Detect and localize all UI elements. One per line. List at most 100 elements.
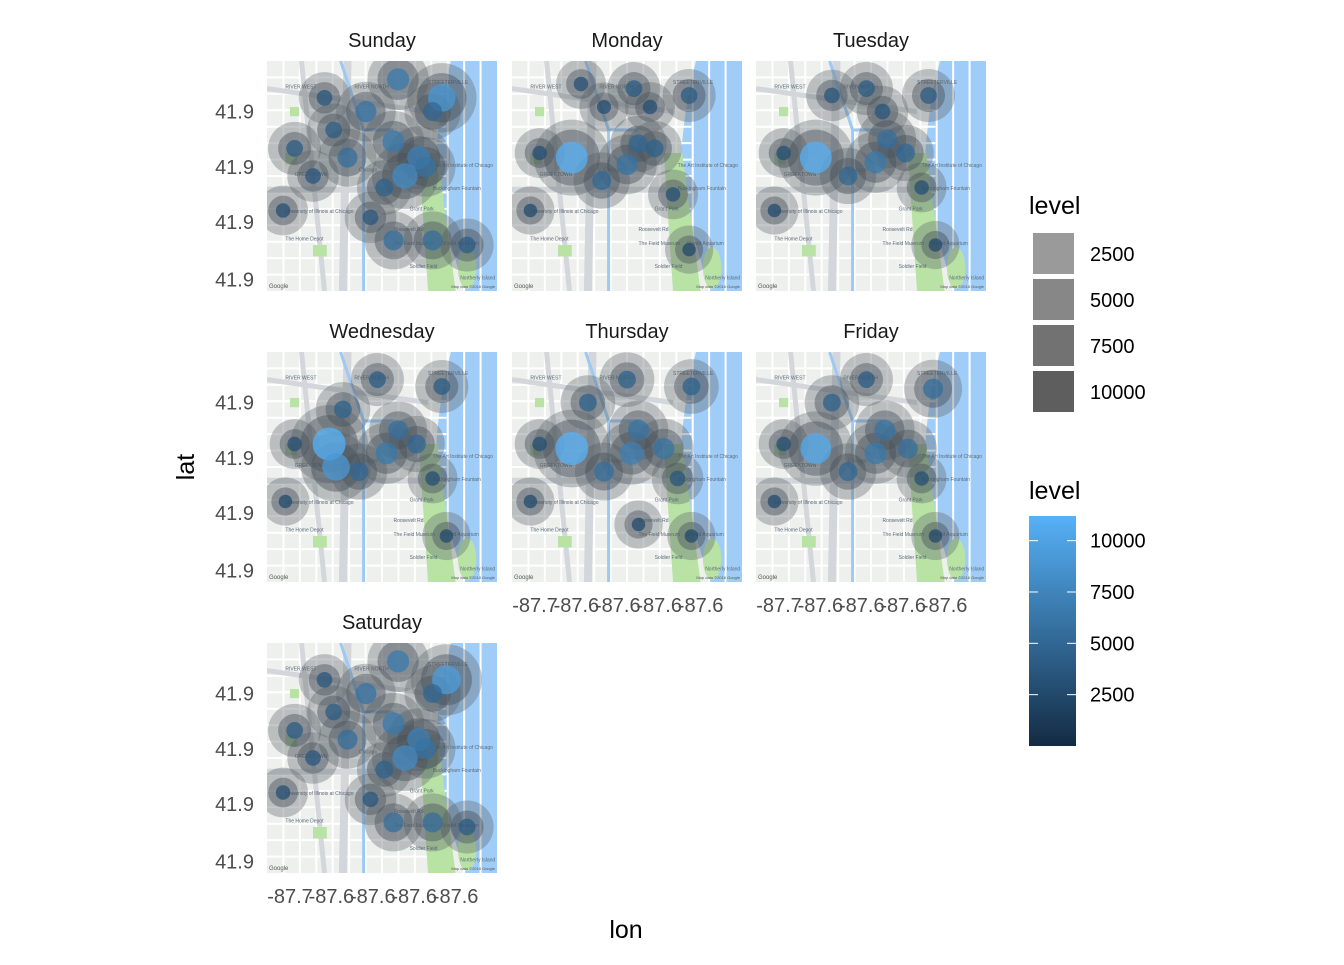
density-peak (407, 434, 426, 454)
map-attribution-right: Map data ©2018 Google (696, 575, 740, 580)
map-park (290, 398, 300, 408)
density-peak (800, 433, 832, 465)
x-tick-label: -87.6 (880, 595, 926, 617)
map-label: Soldier Field (899, 264, 927, 270)
map-label: The Home Depot (530, 527, 569, 533)
map-label: Roosevelt Rd (639, 518, 669, 524)
map-label: Grant Park (899, 207, 924, 213)
density-peak (322, 453, 350, 481)
map-attribution-left: Google (269, 284, 289, 290)
y-tick-label: 41.9 (215, 561, 254, 583)
map-label: STREETERVILLE (673, 80, 714, 86)
density-peak (616, 153, 638, 176)
map-label: Soldier Field (410, 846, 438, 852)
map-label: Northerly Island (460, 276, 495, 282)
facet-label-thursday: Thursday (585, 321, 668, 343)
map-label: The Field Museum (394, 241, 435, 247)
map-label: Buckingham Fountain (433, 477, 482, 483)
density-peak (928, 529, 943, 543)
x-tick-label: -87.6 (350, 886, 396, 908)
y-tick-label: 41.9 (215, 739, 254, 761)
density-peak (914, 471, 929, 486)
map-attribution-left: Google (269, 575, 289, 581)
map-label: GREEKTOWN (295, 463, 328, 469)
map-attribution-right: Map data ©2018 Google (940, 575, 984, 580)
x-tick-label: -87.6 (309, 886, 355, 908)
x-tick-label: -87.7 (512, 595, 558, 617)
map-label: STREETERVILLE (917, 371, 958, 377)
density-peak (767, 494, 782, 509)
density-peak (415, 738, 437, 760)
map-label: STREETERVILLE (673, 371, 714, 377)
map-label: STREETERVILLE (428, 662, 469, 668)
map-label: Buckingham Fountain (922, 477, 971, 483)
map-label: The Field Museum (394, 823, 435, 829)
density-peak (278, 494, 293, 509)
map-label: GREEKTOWN (784, 463, 817, 469)
facet-label-monday: Monday (591, 30, 662, 52)
map-highway (512, 377, 674, 406)
map-label: Chicago (848, 458, 867, 464)
density-peak (286, 140, 303, 157)
map-label: Northerly Island (949, 276, 984, 282)
map-label: Soldier Field (655, 555, 683, 561)
map-lake (681, 352, 742, 582)
density-peak (914, 180, 929, 195)
density-peak (625, 80, 643, 97)
map-river (828, 352, 883, 582)
density-peak (369, 371, 386, 388)
density-peak (767, 203, 782, 218)
density-peak (337, 729, 358, 750)
density-peak (392, 163, 418, 189)
map-park (285, 153, 297, 165)
map-label: The Field Museum (639, 532, 680, 538)
x-tick-label: -87.6 (839, 595, 885, 617)
map-label: Grant Park (899, 498, 924, 504)
density-peak (383, 812, 404, 833)
density-peak (423, 684, 443, 704)
y-axis-title: lat (172, 454, 200, 480)
density-peak (415, 156, 437, 178)
x-tick-label: -87.6 (433, 886, 479, 908)
map-label: Grant Park (655, 498, 680, 504)
density-peak (337, 147, 358, 168)
density-peak (682, 242, 696, 257)
map-label: RIVER WEST (285, 85, 316, 91)
map-label: University of Illinois at Chicago (774, 500, 842, 506)
facet-panel-thursday: Thursday RIVER WEST RIVER NORTH STREETERVIL… (512, 321, 742, 582)
map-label: The Field Museum (394, 532, 435, 538)
map-label: University of Illinois at Chicago (285, 209, 353, 215)
map-label: The Art Institute of Chicago (433, 454, 494, 460)
map-label: Chicago (359, 167, 378, 173)
density-peak (665, 187, 681, 202)
map-label: Buckingham Fountain (678, 477, 727, 483)
map-label: Shedd Aquarium (442, 532, 479, 538)
density-peak (383, 230, 404, 251)
density-peak (877, 129, 898, 150)
density-layer (512, 61, 716, 274)
density-peak (433, 378, 451, 395)
legend-alpha-label: 5000 (1090, 290, 1135, 312)
y-tick-label: 41.9 (215, 794, 254, 816)
density-layer (756, 353, 963, 561)
density-peak (362, 791, 379, 808)
density-layer (267, 643, 494, 854)
legend-alpha-label: 2500 (1090, 244, 1135, 266)
legend-alpha-key (1033, 279, 1074, 320)
map-park (418, 735, 456, 873)
axes: lon lat 41.9 41.9 41.9 41.9 41.9 41.9 41.9 41.9… (172, 102, 967, 944)
density-peak (592, 171, 612, 191)
map-park (313, 245, 327, 257)
density-peak (316, 671, 333, 688)
map-label: Roosevelt Rd (394, 809, 424, 815)
colorbar-label: 10000 (1090, 531, 1146, 553)
map-attribution-right: Map data ©2018 Google (451, 575, 495, 580)
map-attribution-right: Map data ©2018 Google (696, 284, 740, 289)
density-peak (305, 750, 321, 766)
x-tick-label: -87.7 (267, 886, 313, 908)
density-peak (275, 785, 291, 800)
